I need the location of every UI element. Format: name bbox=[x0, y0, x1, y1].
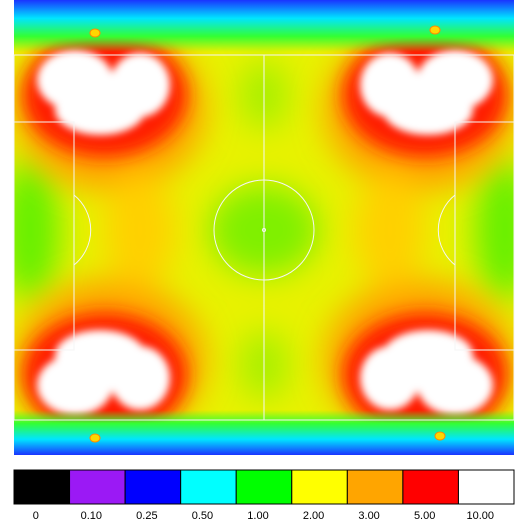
legend-swatch bbox=[457, 469, 515, 505]
legend-swatch bbox=[291, 469, 348, 505]
heatmap-plot bbox=[13, 0, 515, 455]
right-penalty-arc bbox=[437, 194, 456, 266]
legend-swatch bbox=[13, 469, 71, 505]
left-penalty-arc bbox=[73, 194, 92, 266]
legend-swatch bbox=[346, 469, 404, 505]
center-circle bbox=[213, 179, 315, 281]
legend-label: 5.00 bbox=[413, 510, 436, 522]
legend-swatch bbox=[124, 469, 182, 505]
legend-label: 0.25 bbox=[136, 510, 158, 522]
legend-swatch bbox=[69, 469, 126, 505]
color-legend: 0 0.10 0.25 0.50 1.00 2.00 3.00 5.00 10.00 bbox=[0, 460, 520, 524]
pitch-markings bbox=[13, 54, 515, 421]
left-penalty-area bbox=[13, 121, 75, 351]
legend-label: 0.10 bbox=[80, 510, 103, 522]
legend-label: 0 bbox=[32, 510, 39, 522]
legend-label: 0.50 bbox=[191, 510, 214, 522]
legend-swatch bbox=[402, 469, 459, 505]
legend-label: 1.00 bbox=[247, 510, 269, 522]
legend-swatches bbox=[13, 469, 515, 505]
legend-label: 2.00 bbox=[302, 510, 325, 522]
legend-label: 10.00 bbox=[466, 510, 494, 522]
legend-swatch bbox=[235, 469, 293, 505]
legend-swatch bbox=[180, 469, 237, 505]
legend-label: 3.00 bbox=[358, 510, 380, 522]
center-spot bbox=[262, 228, 266, 232]
right-penalty-area bbox=[454, 121, 515, 351]
illuminance-field bbox=[14, 0, 514, 455]
